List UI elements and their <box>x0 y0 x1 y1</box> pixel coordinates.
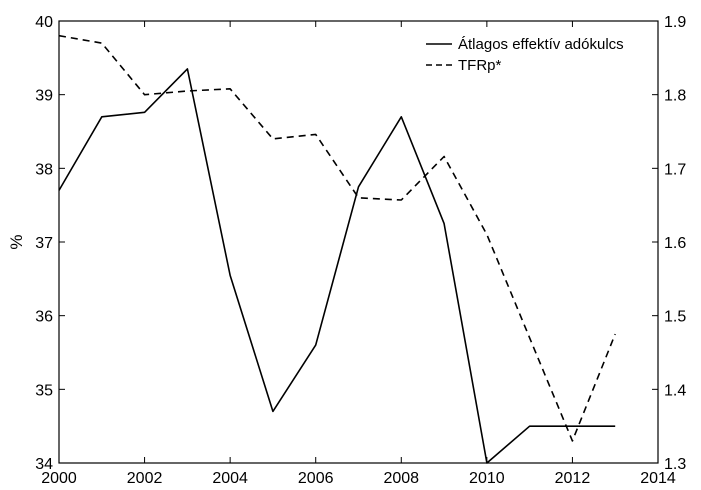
x-tick-label: 2004 <box>212 470 248 487</box>
series-line-1 <box>58 34 616 442</box>
legend-label-0: Átlagos effektív adókulcs <box>458 36 624 53</box>
y-right-tick-label: 1.8 <box>664 88 686 105</box>
tick-labels: 2000 2002 2004 2006 2008 2010 2012 2014 34 35 36 37… <box>35 14 686 487</box>
y-left-tick-label: 40 <box>35 14 53 31</box>
y-left-tick-label: 36 <box>35 309 53 326</box>
y-left-tick-label: 38 <box>35 161 53 178</box>
y-right-tick-label: 1.6 <box>664 235 686 252</box>
legend: Átlagos effektív adókulcs TFRp* <box>426 36 624 74</box>
x-tick-label: 2000 <box>41 470 77 487</box>
y-right-tick-label: 1.5 <box>664 309 686 326</box>
series-line-0 <box>58 68 616 464</box>
x-tick-label: 2014 <box>640 470 676 487</box>
y-right-tick-label: 1.9 <box>664 14 686 31</box>
ticks <box>58 20 659 464</box>
y-axis-label: % <box>7 234 26 249</box>
x-tick-label: 2002 <box>127 470 163 487</box>
y-right-tick-label: 1.3 <box>664 456 686 473</box>
y-right-tick-label: 1.7 <box>664 161 686 178</box>
legend-label-1: TFRp* <box>458 57 502 74</box>
y-right-tick-label: 1.4 <box>664 382 686 399</box>
plot-frame <box>58 20 659 464</box>
y-left-tick-label: 35 <box>35 382 53 399</box>
x-tick-label: 2008 <box>383 470 419 487</box>
series-lines <box>58 34 616 464</box>
y-left-tick-label: 39 <box>35 88 53 105</box>
x-tick-label: 2012 <box>555 470 591 487</box>
x-tick-label: 2006 <box>298 470 334 487</box>
x-tick-label: 2010 <box>469 470 505 487</box>
y-left-tick-label: 37 <box>35 235 53 252</box>
y-left-tick-label: 34 <box>35 456 53 473</box>
